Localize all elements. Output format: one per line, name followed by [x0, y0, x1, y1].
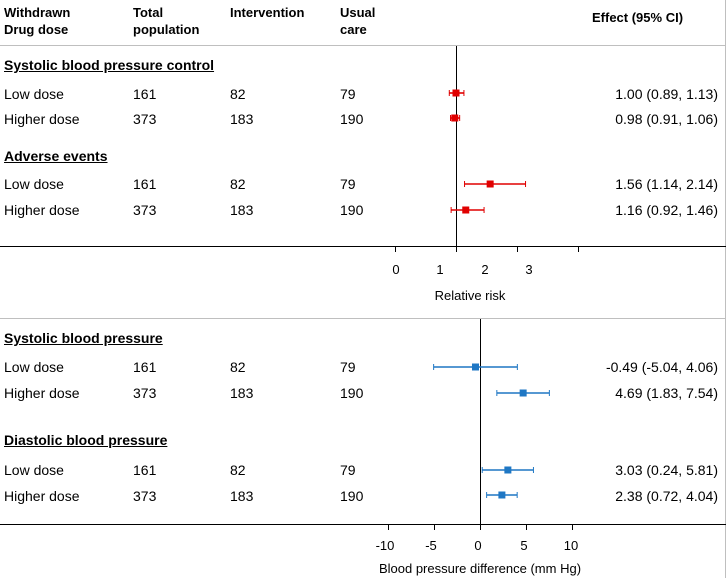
row-usual: 79 [340, 86, 356, 102]
section-title: Adverse events [4, 148, 108, 164]
header-line: Usual [340, 5, 376, 20]
point-estimate [486, 180, 494, 188]
header-line: Total [133, 5, 164, 20]
row-total: 373 [133, 202, 157, 218]
row-effect: 2.38 (0.72, 4.04) [615, 488, 718, 504]
row-effect: 1.00 (0.89, 1.13) [615, 86, 718, 102]
row-label: Low dose [4, 86, 64, 102]
x-axis-label: Blood pressure difference (mm Hg) [378, 561, 582, 576]
row-effect: -0.49 (-5.04, 4.06) [605, 359, 718, 375]
header-line: Withdrawn [4, 5, 71, 20]
point-estimate [451, 114, 459, 122]
header-effect: Effect (95% CI) [592, 10, 684, 25]
header-intervention: Intervention [230, 5, 305, 20]
x-tick-label: 1 [436, 262, 444, 277]
header-usual-care: Usual care [340, 4, 375, 38]
row-total: 373 [133, 111, 157, 127]
x-tick-label: -10 [375, 538, 395, 553]
row-intervention: 183 [230, 202, 254, 218]
row-effect: 1.56 (1.14, 2.14) [615, 176, 718, 192]
row-intervention: 82 [230, 462, 246, 478]
point-estimate [462, 206, 470, 214]
x-tick-label: 0 [392, 262, 400, 277]
x-tick-label: 0 [474, 538, 482, 553]
row-total: 161 [133, 86, 157, 102]
marks-layer [388, 46, 579, 530]
row-usual: 79 [340, 462, 356, 478]
x-tick-label: 5 [520, 538, 528, 553]
row-usual: 190 [340, 385, 364, 401]
row-effect: 3.03 (0.24, 5.81) [615, 462, 718, 478]
row-intervention: 183 [230, 385, 254, 401]
row-label: Low dose [4, 359, 64, 375]
point-estimate [498, 491, 506, 499]
row-label: Low dose [4, 176, 64, 192]
section-title: Systolic blood pressure control [4, 57, 215, 73]
header-line: population [133, 22, 200, 37]
x-tick-label: 10 [563, 538, 579, 553]
row-usual: 190 [340, 111, 364, 127]
row-total: 373 [133, 385, 157, 401]
header-drug-dose: Withdrawn Drug dose [4, 4, 70, 38]
row-label: Higher dose [4, 488, 80, 504]
row-usual: 190 [340, 202, 364, 218]
row-label: Higher dose [4, 202, 80, 218]
section-title: Systolic blood pressure [4, 330, 163, 346]
x-axis-label: Relative risk [434, 288, 506, 303]
header-line: care [340, 22, 367, 37]
row-usual: 79 [340, 359, 356, 375]
point-estimate [471, 363, 479, 371]
row-intervention: 183 [230, 111, 254, 127]
row-total: 373 [133, 488, 157, 504]
row-total: 161 [133, 176, 157, 192]
row-total: 161 [133, 359, 157, 375]
row-label: Higher dose [4, 385, 80, 401]
row-effect: 4.69 (1.83, 7.54) [615, 385, 718, 401]
point-estimate [452, 89, 460, 97]
row-usual: 190 [340, 488, 364, 504]
point-estimate [504, 466, 512, 474]
row-intervention: 183 [230, 488, 254, 504]
row-effect: 1.16 (0.92, 1.46) [615, 202, 718, 218]
x-tick-label: -5 [425, 538, 437, 553]
row-intervention: 82 [230, 176, 246, 192]
header-line: Drug dose [4, 22, 69, 37]
row-label: Higher dose [4, 111, 80, 127]
row-intervention: 82 [230, 86, 246, 102]
point-estimate [519, 389, 527, 397]
row-total: 161 [133, 462, 157, 478]
x-tick-label: 2 [481, 262, 489, 277]
row-effect: 0.98 (0.91, 1.06) [615, 111, 718, 127]
section-title: Diastolic blood pressure [4, 432, 168, 448]
row-intervention: 82 [230, 359, 246, 375]
header-total-population: Total population [133, 4, 199, 38]
row-label: Low dose [4, 462, 64, 478]
row-usual: 79 [340, 176, 356, 192]
x-tick-label: 3 [525, 262, 533, 277]
